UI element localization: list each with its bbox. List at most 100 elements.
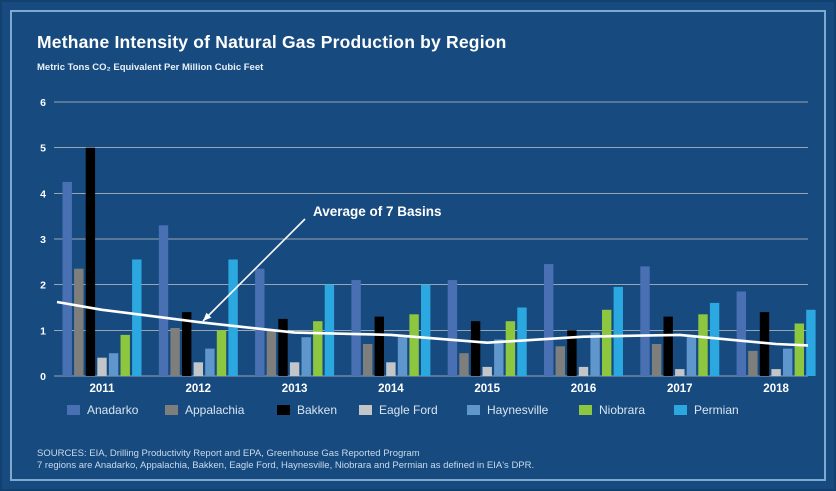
bar-permian-2013 [324,284,335,376]
bar-appalachia-2012 [170,328,180,376]
bar-haynesville-2018 [783,348,793,376]
y-axis-tick-label: 6 [40,97,46,109]
annotation-arrow-line [202,218,306,322]
bar-niobrara-2017 [698,314,708,376]
y-axis-tick-label: 1 [40,325,46,337]
haynesville-swatch-icon [467,405,480,415]
bar-eagle-ford-2016 [578,366,589,376]
bar-anadarko-2012 [158,225,169,376]
bar-permian-2014 [421,284,431,376]
bar-anadarko-2011 [62,181,72,376]
annotation-arrowhead-icon [203,312,212,321]
bar-permian-2011 [132,259,142,376]
bar-anadarko-2015 [447,280,458,376]
chart-canvas: 0 1 2 3 4 5 6 2011 2012 2013 2014 2015 2016 2017 2018 A… [40,97,816,395]
source-line-2: 7 regions are Anadarko, Appalachia, Bakk… [37,459,535,471]
bar-appalachia-2015 [459,353,469,376]
bar-niobrara-2015 [505,321,516,376]
bar-appalachia-2016 [555,346,565,376]
y-axis-tick-label: 5 [40,143,46,155]
anadarko-swatch-icon [67,405,80,415]
bar-niobrara-2012 [216,330,227,376]
bar-niobrara-2014 [409,314,419,376]
bakken-swatch-icon [277,405,290,415]
bar-appalachia-2013 [266,330,277,376]
bar-bakken-2012 [182,312,192,376]
bar-anadarko-2017 [640,266,650,376]
bar-haynesville-2017 [686,337,697,376]
legend-label: Niobrara [599,403,646,417]
annotation-label: Average of 7 Basins [313,204,442,219]
bar-permian-2012 [228,259,238,376]
bar-eagle-ford-2012 [193,362,203,376]
legend-item-bakken: Bakken [277,403,359,417]
bar-eagle-ford-2015 [482,366,492,376]
y-axis-tick-label: 0 [40,371,46,383]
legend-item-anadarko: Anadarko [67,403,165,417]
x-axis-year-label: 2014 [378,383,404,395]
chart-subtitle: Metric Tons CO₂ Equivalent Per Million C… [37,62,264,73]
legend-label: Appalachia [185,403,245,417]
bar-niobrara-2018 [794,323,804,376]
average-line [56,300,809,347]
x-axis-year-label: 2018 [763,383,789,395]
bar-haynesville-2014 [397,337,408,376]
bar-eagle-ford-2018 [771,369,781,376]
legend-label: Haynesville [487,403,549,417]
bar-anadarko-2014 [351,280,361,376]
x-axis-year-label: 2012 [186,383,212,395]
bar-haynesville-2011 [108,353,119,376]
legend-item-niobrara: Niobrara [579,403,674,417]
bar-appalachia-2011 [74,268,84,376]
y-axis-tick-label: 2 [40,280,46,292]
eagle-ford-swatch-icon [359,405,372,415]
appalachia-swatch-icon [165,405,178,415]
bar-anadarko-2016 [544,264,554,376]
bar-bakken-2015 [470,321,481,376]
x-axis-year-label: 2016 [571,383,597,395]
bar-appalachia-2017 [651,344,662,376]
bar-permian-2018 [806,309,816,376]
niobrara-swatch-icon [579,405,592,415]
bar-bakken-2011 [85,147,96,376]
x-axis-year-label: 2017 [667,383,693,395]
legend-label: Bakken [297,403,338,417]
x-axis-year-label: 2013 [282,383,308,395]
bar-eagle-ford-2013 [289,362,300,376]
bar-bakken-2016 [567,330,577,376]
bar-anadarko-2018 [736,291,746,376]
bar-bakken-2017 [663,316,673,376]
bar-haynesville-2015 [494,339,504,376]
bar-haynesville-2013 [301,337,311,376]
bar-eagle-ford-2011 [97,357,107,376]
chart-title: Methane Intensity of Natural Gas Product… [37,32,507,52]
bar-appalachia-2014 [363,344,373,376]
legend-label: Permian [694,403,739,417]
legend-item-eagle-ford: Eagle Ford [359,403,467,417]
bar-appalachia-2018 [748,350,758,376]
legend-item-haynesville: Haynesville [467,403,579,417]
bar-niobrara-2013 [313,321,323,376]
bar-anadarko-2013 [255,268,265,376]
y-axis-tick-label: 4 [40,188,46,200]
bar-niobrara-2016 [602,309,612,376]
x-axis-year-label: 2011 [90,383,116,395]
legend-item-appalachia: Appalachia [165,403,277,417]
source-note: SOURCES: EIA, Drilling Productivity Repo… [37,448,534,471]
x-axis-year-label: 2015 [474,383,500,395]
chart-legend: Anadarko Appalachia Bakken Eagle Ford Ha… [67,403,739,417]
legend-item-permian: Permian [674,403,739,417]
bar-bakken-2014 [374,316,384,376]
bar-haynesville-2016 [590,332,600,376]
bar-eagle-ford-2017 [675,369,685,376]
permian-swatch-icon [674,405,687,415]
bar-niobrara-2011 [120,334,130,376]
legend-label: Anadarko [87,403,139,417]
legend-label: Eagle Ford [379,403,438,417]
y-axis-tick-label: 3 [40,234,46,246]
bar-haynesville-2012 [205,348,215,376]
bar-eagle-ford-2014 [386,362,396,376]
source-line-1: SOURCES: EIA, Drilling Productivity Repo… [37,448,420,459]
bar-permian-2016 [613,286,623,376]
